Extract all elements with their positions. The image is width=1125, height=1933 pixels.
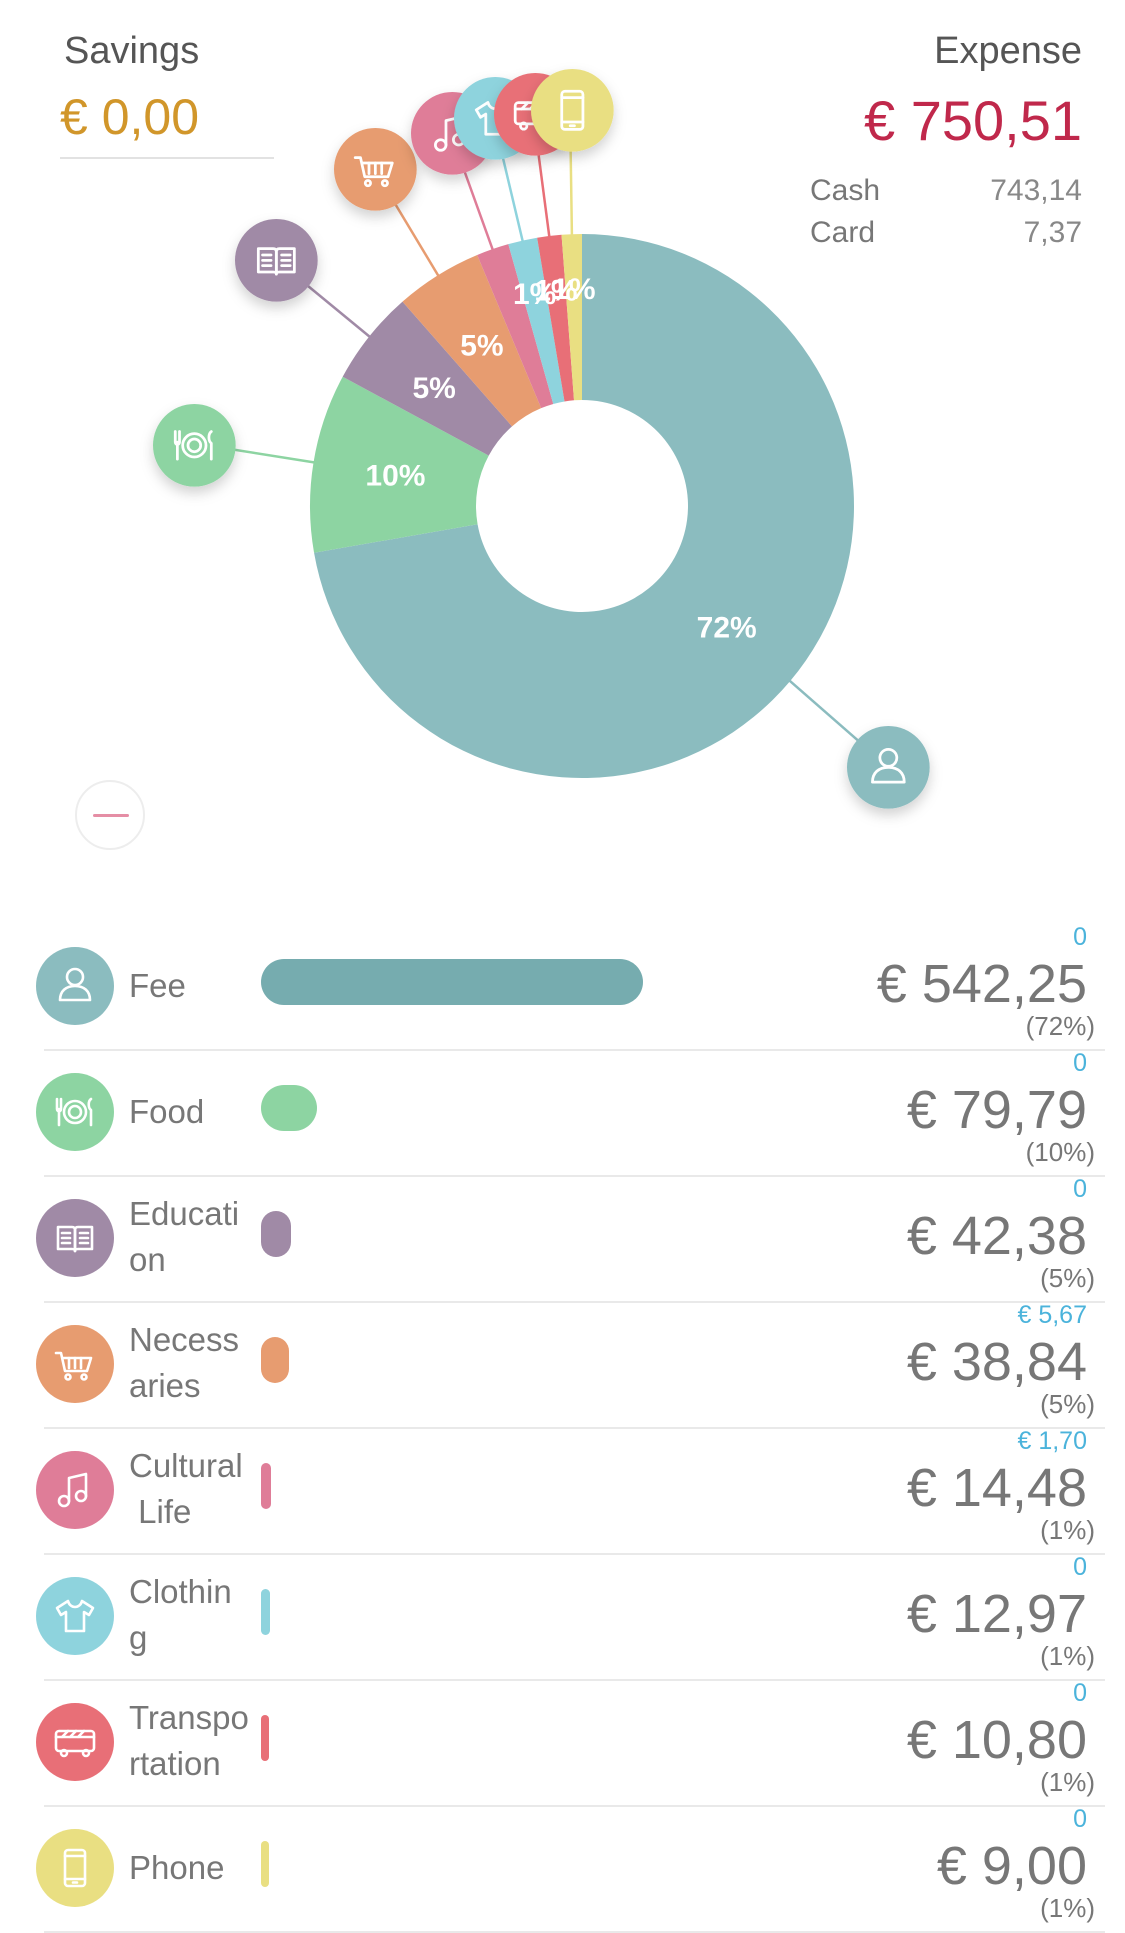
slice-percent-label: 10% xyxy=(365,460,425,493)
slice-phone[interactable] xyxy=(561,234,582,401)
shopping-cart-icon xyxy=(36,1325,114,1403)
category-bar xyxy=(261,1841,269,1887)
savings-divider xyxy=(60,157,274,159)
category-percent: (1%) xyxy=(1040,1767,1095,1797)
bubble-phone-icon[interactable] xyxy=(531,69,614,152)
category-bar xyxy=(261,1211,291,1257)
category-bar xyxy=(261,1085,317,1131)
category-amount: € 14,48 xyxy=(906,1458,1087,1518)
bubble-shopping-cart-icon[interactable] xyxy=(334,128,417,211)
category-name: Clothin g xyxy=(129,1573,232,1656)
category-row[interactable]: Cultural Life € 1,70 € 14,48 (1%) xyxy=(0,1427,1125,1555)
slice-clothing[interactable] xyxy=(508,237,565,404)
category-extra-value: 0 xyxy=(1073,1175,1087,1203)
bus-icon xyxy=(36,1703,114,1781)
bubble-person-icon[interactable] xyxy=(847,726,930,809)
category-percent: (1%) xyxy=(1040,1893,1095,1923)
category-name: Educati on xyxy=(129,1195,240,1278)
category-extra-value: 0 xyxy=(1073,1805,1087,1833)
music-note-icon xyxy=(36,1451,114,1529)
category-percent: (1%) xyxy=(1040,1641,1095,1671)
category-amount: € 10,80 xyxy=(906,1710,1087,1770)
cash-value: 743,14 xyxy=(990,174,1082,207)
category-amount: € 42,38 xyxy=(906,1206,1087,1266)
category-row[interactable]: Phone 0 € 9,00 (1%) xyxy=(0,1805,1125,1933)
row-divider xyxy=(44,1679,1105,1681)
category-name: Transpo rtation xyxy=(129,1699,249,1782)
card-label: Card xyxy=(810,216,876,249)
row-divider xyxy=(44,1427,1105,1429)
category-row[interactable]: Necess aries € 5,67 € 38,84 (5%) xyxy=(0,1301,1125,1429)
category-bar xyxy=(261,1337,289,1383)
plate-cutlery-icon xyxy=(36,1073,114,1151)
category-bar xyxy=(261,1463,271,1509)
cash-label: Cash xyxy=(810,174,881,207)
category-bar xyxy=(261,959,643,1005)
summary-header: Savings € 0,00 Expense € 750,51 Cash 743… xyxy=(0,0,1125,900)
tshirt-icon xyxy=(36,1577,114,1655)
slice-fee[interactable] xyxy=(314,234,854,778)
phone-icon xyxy=(36,1829,114,1907)
category-row[interactable]: Fee 0 € 542,25 (72%) xyxy=(0,923,1125,1051)
slice-transportation[interactable] xyxy=(537,234,575,402)
expense-donut-chart[interactable]: 72% 10% 5%5% 1%1%1% xyxy=(0,0,1125,900)
slice-percent-label: 1% xyxy=(552,273,595,306)
person-icon xyxy=(36,947,114,1025)
category-extra-value: 0 xyxy=(1073,1049,1087,1077)
category-name: Phone xyxy=(129,1849,225,1886)
row-divider xyxy=(44,1805,1105,1807)
category-extra-value: 0 xyxy=(1073,1679,1087,1707)
slice-percent-label: 5% xyxy=(412,372,455,405)
card-value: 7,37 xyxy=(1023,216,1082,249)
book-icon xyxy=(36,1199,114,1277)
slice-education[interactable] xyxy=(342,301,513,456)
category-bar xyxy=(261,1589,270,1635)
category-name: Food xyxy=(129,1093,205,1130)
category-extra-value: € 1,70 xyxy=(1017,1427,1087,1455)
row-divider xyxy=(44,1049,1105,1051)
savings-amount: € 0,00 xyxy=(60,89,200,145)
row-divider xyxy=(44,1553,1105,1555)
expense-label: Expense xyxy=(934,30,1082,72)
category-extra-value: 0 xyxy=(1073,1553,1087,1581)
category-amount: € 542,25 xyxy=(876,954,1087,1014)
category-amount: € 12,97 xyxy=(906,1584,1087,1644)
category-extra-value: € 5,67 xyxy=(1017,1301,1087,1329)
category-percent: (5%) xyxy=(1040,1389,1095,1419)
slice-percent-label: 72% xyxy=(697,612,757,645)
collapse-button[interactable] xyxy=(75,780,145,850)
slice-percent-label: 1% xyxy=(534,275,577,308)
category-amount: € 38,84 xyxy=(906,1332,1087,1392)
category-amount: € 9,00 xyxy=(936,1836,1087,1896)
category-percent: (72%) xyxy=(1025,1011,1095,1041)
category-name: Fee xyxy=(129,967,186,1004)
slice-percent-label: 1% xyxy=(513,278,556,311)
category-row[interactable]: Educati on 0 € 42,38 (5%) xyxy=(0,1175,1125,1303)
category-percent: (5%) xyxy=(1040,1263,1095,1293)
category-row[interactable]: Transpo rtation 0 € 10,80 (1%) xyxy=(0,1679,1125,1807)
category-row[interactable]: Clothin g 0 € 12,97 (1%) xyxy=(0,1553,1125,1681)
bubble-book-icon[interactable] xyxy=(235,219,318,302)
category-extra-value: 0 xyxy=(1073,923,1087,951)
category-amount: € 79,79 xyxy=(906,1080,1087,1140)
category-row[interactable]: Food 0 € 79,79 (10%) xyxy=(0,1049,1125,1177)
slice-cultural-life[interactable] xyxy=(477,244,554,409)
expense-amount: € 750,51 xyxy=(864,89,1082,152)
category-name: Cultural Life xyxy=(129,1447,243,1530)
row-divider xyxy=(44,1301,1105,1303)
slice-percent-label: 5% xyxy=(460,330,503,363)
minus-icon xyxy=(93,814,129,817)
bubble-plate-cutlery-icon[interactable] xyxy=(153,404,236,487)
slice-food[interactable] xyxy=(310,376,489,553)
slice-necessaries[interactable] xyxy=(402,255,542,427)
category-name: Necess aries xyxy=(129,1321,240,1404)
category-bar xyxy=(261,1715,269,1761)
category-percent: (10%) xyxy=(1025,1137,1095,1167)
row-divider xyxy=(44,1175,1105,1177)
category-percent: (1%) xyxy=(1040,1515,1095,1545)
savings-label: Savings xyxy=(64,30,200,72)
